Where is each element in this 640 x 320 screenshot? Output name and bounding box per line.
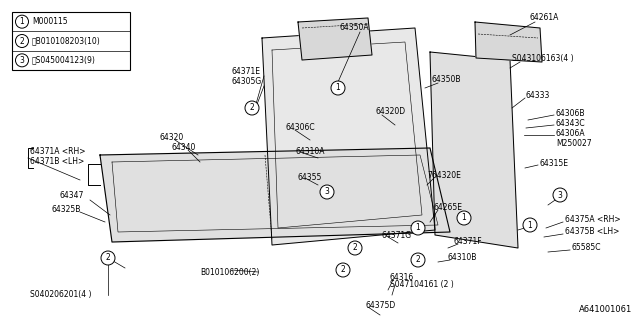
- Text: 65585C: 65585C: [572, 244, 602, 252]
- Text: 64305G: 64305G: [232, 77, 262, 86]
- Text: 64315E: 64315E: [540, 158, 569, 167]
- Text: 3: 3: [20, 56, 24, 65]
- Text: 64310B: 64310B: [447, 253, 476, 262]
- Text: 3: 3: [324, 188, 330, 196]
- Text: 64371F: 64371F: [453, 237, 482, 246]
- Circle shape: [457, 211, 471, 225]
- Text: 64375D: 64375D: [366, 300, 396, 309]
- Polygon shape: [100, 148, 450, 242]
- Text: 64325B: 64325B: [52, 205, 81, 214]
- Text: 64371G: 64371G: [381, 230, 411, 239]
- Text: 64340: 64340: [172, 143, 196, 153]
- Circle shape: [523, 218, 537, 232]
- Text: 64375B <LH>: 64375B <LH>: [565, 228, 620, 236]
- Polygon shape: [430, 52, 518, 248]
- Text: 64347: 64347: [60, 191, 84, 201]
- Text: 2: 2: [340, 266, 346, 275]
- Circle shape: [320, 185, 334, 199]
- Text: S040206201(4 ): S040206201(4 ): [30, 291, 92, 300]
- Text: ⒷB010108203(10): ⒷB010108203(10): [32, 36, 100, 45]
- Text: 1: 1: [335, 84, 340, 92]
- Text: 64320D: 64320D: [375, 108, 405, 116]
- Text: 2: 2: [353, 244, 357, 252]
- Text: B010106200(2): B010106200(2): [200, 268, 259, 276]
- Text: 2: 2: [20, 36, 24, 45]
- Text: 64320: 64320: [160, 132, 184, 141]
- Text: 1: 1: [20, 17, 24, 26]
- Polygon shape: [298, 18, 372, 60]
- Text: 64371A <RH>: 64371A <RH>: [30, 148, 86, 156]
- Text: M000115: M000115: [32, 17, 68, 26]
- FancyBboxPatch shape: [12, 12, 130, 70]
- Text: 64306B: 64306B: [556, 108, 586, 117]
- Text: 1: 1: [527, 220, 532, 229]
- Text: 64375A <RH>: 64375A <RH>: [565, 215, 621, 225]
- Polygon shape: [475, 22, 542, 62]
- Text: 3: 3: [557, 190, 563, 199]
- Text: 64316: 64316: [390, 274, 414, 283]
- Text: 2: 2: [250, 103, 254, 113]
- Text: 64350B: 64350B: [432, 76, 461, 84]
- Text: 1: 1: [415, 223, 420, 233]
- Text: 64261A: 64261A: [530, 13, 559, 22]
- Text: M250027: M250027: [556, 139, 591, 148]
- Text: 64350A: 64350A: [340, 23, 370, 33]
- Text: S047104161 (2 ): S047104161 (2 ): [390, 281, 454, 290]
- Circle shape: [348, 241, 362, 255]
- Circle shape: [411, 221, 425, 235]
- Text: 64343C: 64343C: [556, 118, 586, 127]
- Text: 64355: 64355: [298, 172, 323, 181]
- Circle shape: [331, 81, 345, 95]
- Circle shape: [553, 188, 567, 202]
- Text: 2: 2: [415, 255, 420, 265]
- Text: 64371E: 64371E: [232, 68, 261, 76]
- Text: 764320E: 764320E: [427, 171, 461, 180]
- Text: 1: 1: [461, 213, 467, 222]
- Text: 64371B <LH>: 64371B <LH>: [30, 157, 84, 166]
- Text: 64306A: 64306A: [556, 129, 586, 138]
- Text: 64310A: 64310A: [295, 148, 324, 156]
- Circle shape: [245, 101, 259, 115]
- Circle shape: [411, 253, 425, 267]
- Text: S043106163(4 ): S043106163(4 ): [512, 53, 573, 62]
- Text: 64306C: 64306C: [285, 124, 315, 132]
- Text: ⓈS045004123(9): ⓈS045004123(9): [32, 56, 96, 65]
- Text: 2: 2: [106, 253, 110, 262]
- Text: 64265E: 64265E: [434, 204, 463, 212]
- Polygon shape: [262, 28, 435, 245]
- Text: A641001061: A641001061: [579, 305, 632, 314]
- Circle shape: [336, 263, 350, 277]
- Text: 64333: 64333: [525, 91, 549, 100]
- Circle shape: [101, 251, 115, 265]
